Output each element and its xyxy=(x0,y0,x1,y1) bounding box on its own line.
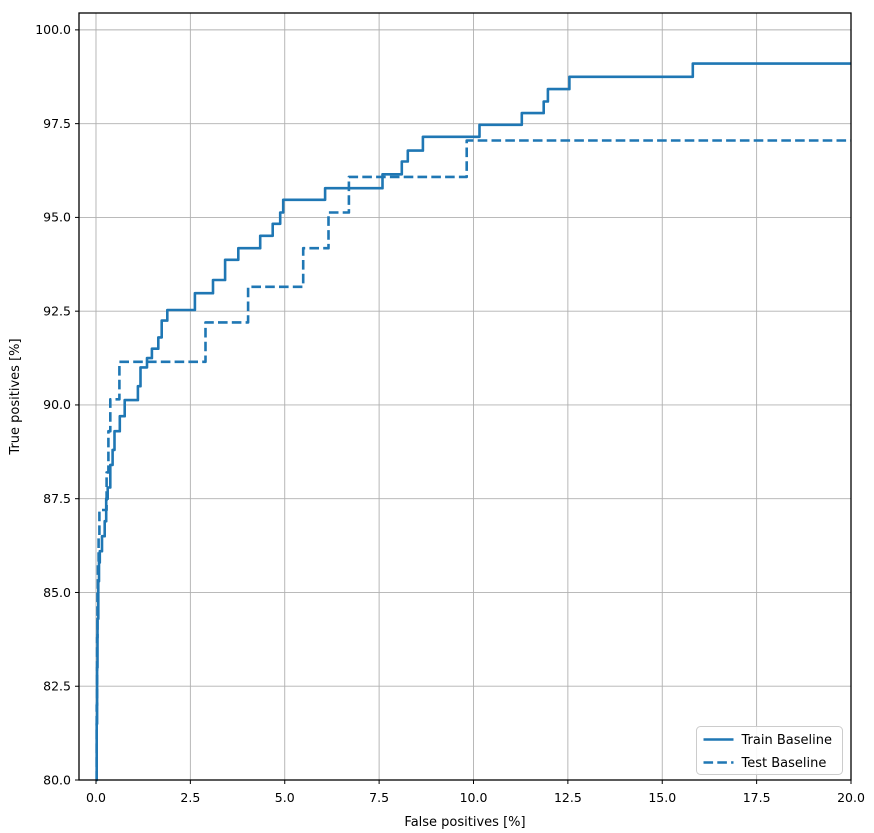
y-tick-label: 80.0 xyxy=(43,772,71,787)
train-baseline-line xyxy=(95,62,851,782)
y-tick-label: 82.5 xyxy=(43,679,71,694)
x-axis-title: False positives [%] xyxy=(404,815,525,830)
axes-frame xyxy=(78,12,852,781)
y-tick-label: 97.5 xyxy=(43,116,71,131)
tick-labels: 0.0 2.5 5.0 7.5 10.0 12.5 15.0 17.5 20.0 80.0 82.5… xyxy=(35,22,865,805)
axis-titles: False positives [%] True positives [%] xyxy=(8,338,526,830)
y-tick-label: 90.0 xyxy=(43,397,71,412)
x-tick-label: 0.0 xyxy=(86,790,106,805)
y-tick-label: 92.5 xyxy=(43,303,71,318)
data-series xyxy=(95,62,851,782)
grid-lines xyxy=(79,13,852,781)
y-tick-label: 85.0 xyxy=(43,585,71,600)
legend-label: Train Baseline xyxy=(741,733,832,748)
y-tick-label: 95.0 xyxy=(43,210,71,225)
y-tick-label: 100.0 xyxy=(35,22,71,37)
x-tick-label: 17.5 xyxy=(743,790,771,805)
y-tick-label: 87.5 xyxy=(43,491,71,506)
x-tick-label: 12.5 xyxy=(554,790,582,805)
x-tick-label: 10.0 xyxy=(460,790,488,805)
axis-ticks xyxy=(75,29,852,784)
plot-border xyxy=(78,12,852,781)
test-baseline-line xyxy=(95,139,851,782)
x-tick-label: 7.5 xyxy=(369,790,389,805)
x-tick-label: 5.0 xyxy=(275,790,295,805)
x-tick-label: 2.5 xyxy=(180,790,200,805)
x-tick-label: 20.0 xyxy=(837,790,865,805)
y-axis-title: True positives [%] xyxy=(8,338,23,455)
legend-label: Test Baseline xyxy=(741,756,827,771)
legend: Train Baseline Test Baseline xyxy=(696,726,843,775)
x-tick-label: 15.0 xyxy=(648,790,676,805)
